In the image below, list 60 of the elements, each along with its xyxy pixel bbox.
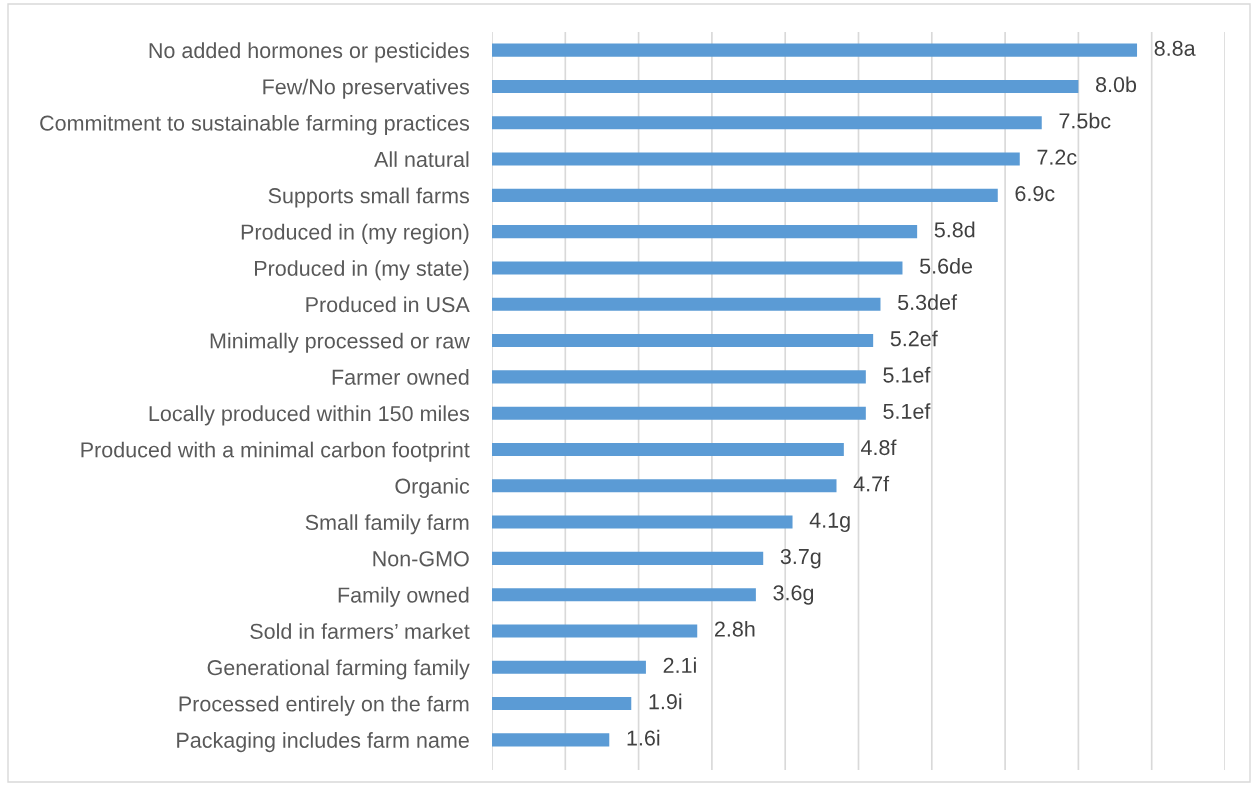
y-tick-label: Minimally processed or raw (210, 332, 470, 353)
data-label: 1.9i (649, 693, 682, 710)
y-tick-label: Locally produced within 150 miles (149, 405, 470, 426)
bar (492, 152, 1020, 166)
data-label: 1.6i (627, 729, 660, 746)
bar (492, 515, 793, 529)
data-label: 4.1g (809, 512, 850, 533)
bar (492, 624, 698, 638)
data-label: 5.2ef (890, 330, 938, 347)
y-tick-label: Processed entirely on the farm (179, 695, 469, 716)
bar (492, 79, 1079, 93)
bar (492, 225, 918, 239)
y-tick-label: Produced in (my region) (241, 223, 469, 244)
y-tick-label: Non-GMO (373, 551, 469, 567)
bar (492, 334, 874, 348)
y-tick-label: Organic (395, 477, 470, 499)
bar (492, 370, 866, 384)
data-label: 3.6g (773, 585, 814, 605)
data-label: 2.8h (714, 620, 755, 637)
y-tick-label: No added hormones or pesticides (149, 42, 470, 63)
bar (492, 733, 610, 747)
bar (492, 442, 844, 456)
data-label: 3.7g (780, 548, 821, 569)
y-tick-label: Produced in USA (306, 296, 470, 313)
data-label: 4.7f (853, 475, 890, 492)
bar (492, 116, 1042, 130)
data-label: 5.1ef (883, 403, 931, 419)
y-tick-label: Few/No preservatives (263, 78, 470, 99)
bar (492, 43, 1138, 57)
data-label: 4.8f (861, 439, 897, 456)
y-tick-label: Farmer owned (332, 369, 469, 385)
data-label: 5.6de (920, 257, 973, 274)
bar (492, 660, 646, 674)
y-tick-label: Sold in farmers’ market (250, 623, 470, 639)
data-label: 2.1i (663, 657, 696, 673)
bar (492, 697, 632, 711)
y-tick-label: Supports small farms (268, 187, 470, 208)
data-label: 6.9c (1015, 185, 1055, 202)
y-tick-label: Produced in (my state) (255, 260, 469, 281)
data-label: 5.3def (898, 294, 958, 311)
data-label: 5.1ef (883, 366, 931, 383)
y-tick-label: Generational farming family (207, 659, 470, 680)
y-tick-label: Small family farm (305, 514, 469, 535)
bar (492, 297, 881, 311)
bar (492, 588, 756, 602)
bar (492, 406, 866, 420)
data-label: 7.2c (1037, 149, 1077, 165)
bar (492, 479, 837, 493)
y-tick-label: Commitment to sustainable farming practices (40, 114, 470, 136)
data-label: 7.5bc (1059, 112, 1111, 129)
y-tick-label: All natural (374, 151, 469, 168)
bar (492, 551, 764, 565)
y-tick-label: Produced with a minimal carbon footprint (81, 441, 470, 462)
data-label: 5.8d (934, 221, 975, 238)
data-label: 8.8a (1154, 40, 1196, 56)
bar (492, 188, 998, 202)
data-label: 8.0b (1096, 76, 1137, 93)
y-tick-label: Family owned (338, 586, 469, 607)
y-tick-label: Packaging includes farm name (177, 732, 469, 753)
bar (492, 261, 903, 275)
